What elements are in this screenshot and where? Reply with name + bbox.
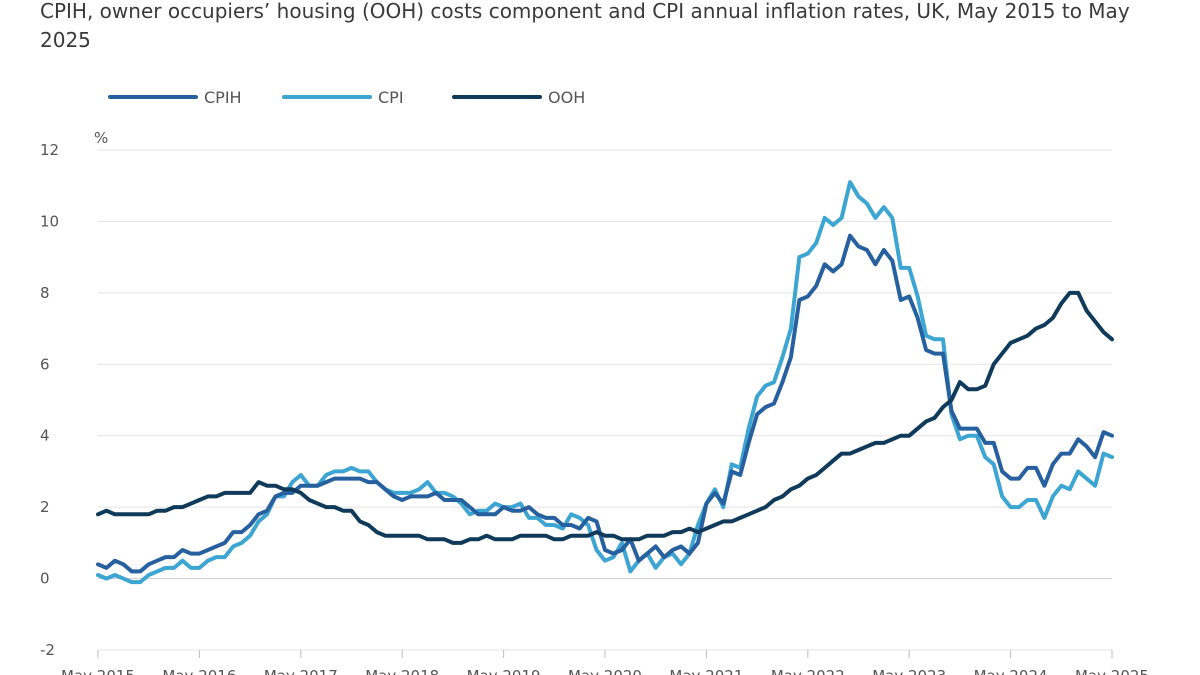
x-tick-label: May 2017 xyxy=(264,667,338,675)
legend-label-cpih: CPIH xyxy=(204,88,242,107)
series-line-cpi xyxy=(96,180,1114,585)
y-tick-label: -2 xyxy=(40,641,55,659)
x-tick-label: May 2025 xyxy=(1075,667,1149,675)
y-tick-label: 12 xyxy=(40,141,59,159)
y-tick-label: 0 xyxy=(40,570,50,588)
y-tick-label: 10 xyxy=(40,212,59,230)
x-tick-label: May 2018 xyxy=(365,667,439,675)
x-tick-label: May 2021 xyxy=(669,667,743,675)
gridlines xyxy=(98,149,1112,651)
y-tick-label: 4 xyxy=(40,427,50,445)
legend-label-ooh: OOH xyxy=(548,88,585,107)
y-axis: -2 0 2 4 6 8 10 12% xyxy=(40,129,108,659)
y-tick-label: 8 xyxy=(40,284,50,302)
series-line-cpih xyxy=(96,233,1114,574)
series-line-ooh xyxy=(96,290,1114,545)
x-tick-label: May 2022 xyxy=(771,667,845,675)
y-tick-label: 2 xyxy=(40,498,50,516)
y-axis-unit-label: % xyxy=(94,129,108,147)
x-axis: May 2015 May 2016 May 2017 May 2018 May 2019… xyxy=(61,650,1149,675)
y-tick-label: 6 xyxy=(40,355,50,373)
x-tick-label: May 2020 xyxy=(568,667,642,675)
x-tick-label: May 2023 xyxy=(872,667,946,675)
legend-label-cpi: CPI xyxy=(378,88,404,107)
series-lines xyxy=(96,180,1114,585)
legend: CPIH CPI OOH xyxy=(108,88,585,107)
chart-title: CPIH, owner occupiers’ housing (OOH) cos… xyxy=(40,0,1130,52)
x-tick-label: May 2019 xyxy=(467,667,541,675)
x-tick-label: May 2016 xyxy=(162,667,236,675)
x-tick-label: May 2015 xyxy=(61,667,135,675)
